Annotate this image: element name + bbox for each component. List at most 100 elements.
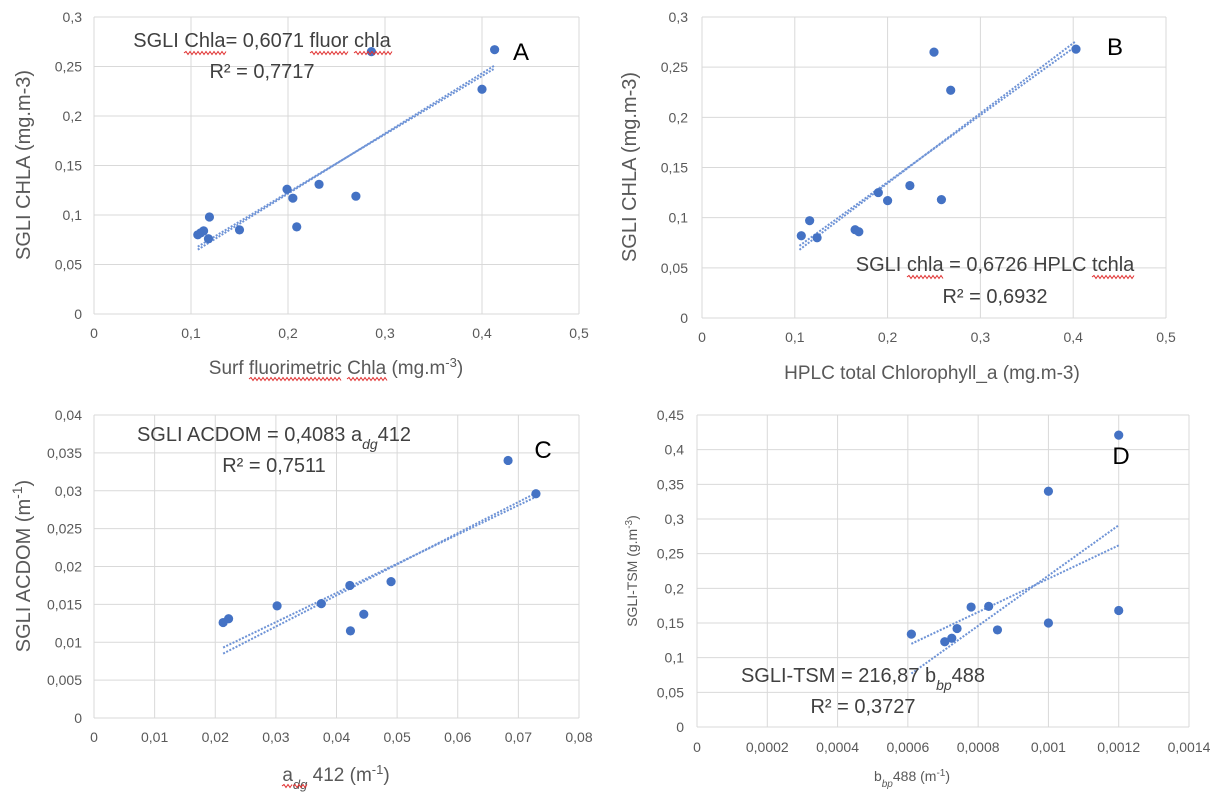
x-tick-label: 0,3 [375,325,395,341]
data-point [282,184,292,194]
x-tick-label: 0,1 [785,329,805,345]
spellcheck-squiggle [248,376,342,382]
x-tick-label: 0,0008 [957,739,1000,755]
data-point [984,601,994,611]
x-axis-title-part: ) [945,768,950,784]
regression-annotation-part: R² = 0,6932 [942,286,1047,308]
regression-annotation-part: SGLI-TSM = 216,87 b [741,665,936,687]
x-tick-label: 0,0004 [816,739,859,755]
regression-annotation-part: chla [354,30,392,52]
y-tick-label: 0,2 [63,108,83,124]
x-tick-label: 0,3 [971,329,991,345]
y-tick-label: 0,025 [47,521,82,537]
data-point [796,231,806,241]
trendline [910,524,1120,675]
chart-a: 0 0,1 0,2 0,3 0,4 0,5 0 0,05 0,1 0,15 0,2 0,25 0,3 SG… [13,9,589,382]
x-axis-title-part: HPLC total Chlorophyll_a (mg.m-3) [784,363,1080,384]
data-point [234,225,245,235]
y-tick-label: 0,3 [63,9,83,25]
data-point [223,614,234,624]
chart-d: 0 0,0002 0,0004 0,0006 0,0008 0,001 0,0012 0,00… [624,407,1211,790]
y-tick-label: 0,05 [657,684,684,700]
data-point [883,196,893,206]
spellcheck-squiggle [906,274,944,280]
regression-annotation-part: = 0,6071 [226,30,310,52]
data-point [531,489,541,499]
data-point [386,577,396,587]
data-point [905,180,915,191]
data-point [345,580,355,591]
x-tick-label: 0,2 [878,329,898,345]
spellcheck-squiggle [292,783,308,789]
y-tick-label: 0,3 [665,511,685,527]
regression-annotation: R² = 0,6932 [942,286,1047,308]
regression-annotation: R² = 0,7511 [222,455,326,477]
x-tick-label: 0,06 [444,729,471,745]
spellcheck-squiggle [346,376,388,382]
x-axis-title: bbp488 (m-1) [874,768,950,790]
spellcheck-squiggle [353,50,393,56]
x-tick-label: 0,08 [565,729,592,745]
panel-label: C [534,437,551,464]
regression-annotation-part: 412 [378,424,411,446]
y-axis-title-part: SGLI-TSM (g.m [624,529,640,627]
y-tick-label: 0 [74,306,82,322]
y-tick-label: 0,04 [55,407,82,423]
x-tick-label: 0 [90,325,98,341]
x-axis-title-part: ) [457,358,463,379]
x-axis-title: HPLC total Chlorophyll_a (mg.m-3) [784,363,1080,384]
trendline [798,45,1077,247]
panel-label: D [1112,443,1129,470]
x-tick-label: 0,01 [141,729,168,745]
x-tick-label: 0,0002 [746,739,789,755]
regression-annotation: R² = 0,7717 [209,61,314,83]
data-point [929,47,939,57]
y-tick-label: 0,05 [55,257,82,273]
x-axis-title-part: fluorimetric [249,358,342,379]
x-tick-label: 0,05 [384,729,411,745]
data-point [288,193,298,203]
y-tick-label: 0,35 [657,476,684,492]
data-point [199,226,209,236]
spellcheck-squiggle [281,783,293,789]
data-point [906,629,916,639]
x-axis-title-part: 412 (m [307,765,371,786]
data-point [503,455,513,466]
regression-annotation: SGLI ACDOM = 0,4083 adg412 [137,424,411,452]
y-axis-title-part: SGLI ACDOM (m [13,499,35,652]
y-tick-label: 0,25 [55,59,82,75]
regression-annotation: SGLI-TSM = 216,87 bbp488 [741,665,985,693]
regression-annotation-part: dg [362,436,378,452]
y-axis-title: SGLI CHLA (mg.m-3) [13,70,35,260]
trendline [222,492,537,655]
x-tick-label: 0,5 [1156,329,1176,345]
data-point [314,179,324,189]
y-axis-title-part: -1 [9,486,25,499]
data-point [812,233,822,243]
y-tick-label: 0,035 [47,445,82,461]
y-tick-label: 0,45 [657,407,684,423]
data-point [345,626,356,636]
regression-annotation-part: 488 [952,665,985,687]
data-point [952,623,962,634]
panel-label: A [513,39,529,66]
x-axis-title: adg 412 (m-1) [282,762,389,792]
regression-annotation: SGLI Chla= 0,6071 fluor chla [133,30,391,52]
regression-annotation-part: SGLI ACDOM = 0,4083 a [137,424,363,446]
y-axis-title-part: -3 [624,519,635,528]
data-point [873,187,883,198]
regression-annotation-part: R² = 0,3727 [810,696,915,718]
y-tick-label: 0,25 [661,59,688,75]
y-tick-label: 0,2 [669,109,689,125]
data-point [359,609,369,619]
x-tick-label: 0,04 [323,729,350,745]
data-point [1114,605,1124,616]
regression-annotation-part: Chla [184,30,226,52]
y-tick-label: 0,1 [665,650,685,666]
x-axis-title-part: -1 [936,768,945,779]
y-tick-label: 0,015 [47,596,82,612]
data-point [946,85,956,95]
x-tick-label: 0,02 [202,729,229,745]
regression-annotation-part: R² = 0,7511 [222,455,326,477]
